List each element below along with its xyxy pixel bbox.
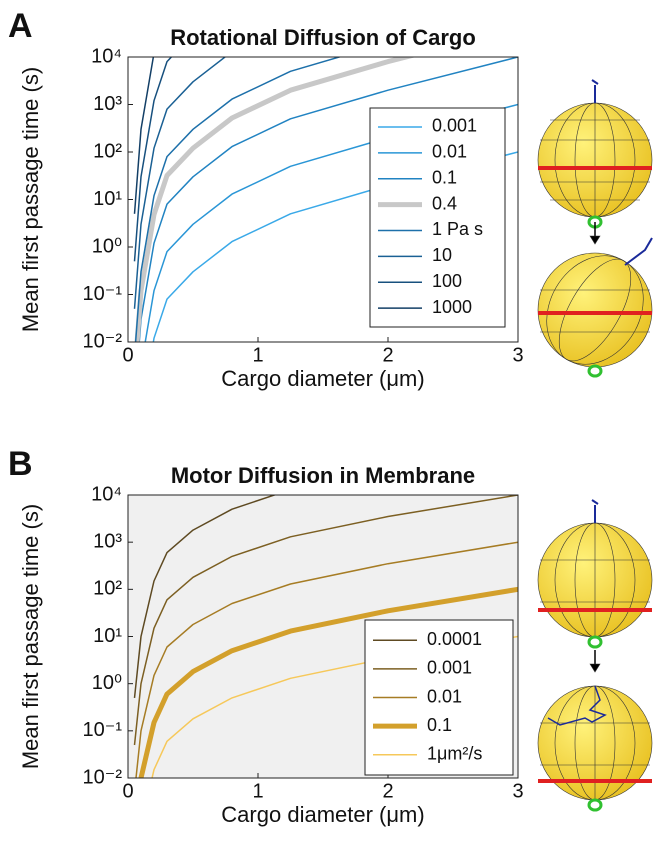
panel-label: A <box>8 7 33 45</box>
y-tick-label: 10⁰ <box>92 235 122 257</box>
chart: B Motor Diffusion in Membrane Cargo diamet… <box>8 445 524 827</box>
y-axis-label: Mean first passage time (s) <box>18 67 43 332</box>
y-tick-label: 10⁴ <box>91 483 122 505</box>
legend-label: 1 Pa s <box>432 219 483 239</box>
legend-box <box>369 107 506 328</box>
legend-label: 0.001 <box>432 116 477 136</box>
y-tick-label: 10⁴ <box>91 45 122 67</box>
legend-label: 0.1 <box>432 167 457 187</box>
chart-title: Motor Diffusion in Membrane <box>171 463 475 488</box>
chart-title: Rotational Diffusion of Cargo <box>170 25 476 50</box>
illustration-b <box>537 499 653 812</box>
y-tick-label: 10³ <box>93 530 122 552</box>
x-tick-label: 0 <box>122 344 133 366</box>
data-line <box>133 495 518 746</box>
data-line <box>138 57 518 342</box>
legend-label: 10 <box>432 245 452 265</box>
x-axis-label: Cargo diameter (μm) <box>221 366 424 391</box>
legend-label: 0.01 <box>432 142 467 162</box>
y-tick-label: 10¹ <box>93 188 122 210</box>
data-line <box>133 495 277 698</box>
legend-label: 100 <box>432 271 462 291</box>
data-line <box>135 541 518 778</box>
legend-label: 0.0001 <box>427 629 482 649</box>
legend-label: 0.001 <box>427 658 472 678</box>
y-tick-label: 10⁻² <box>83 330 123 352</box>
legend-label: 1000 <box>432 297 472 317</box>
legend-label: 1μm²/s <box>427 743 482 763</box>
chart: A Rotational Diffusion of Cargo Cargo diam… <box>8 7 524 391</box>
data-line <box>133 57 227 309</box>
data-line <box>133 57 155 214</box>
data-line <box>134 57 417 342</box>
data-line <box>152 151 518 342</box>
x-tick-label: 2 <box>382 344 393 366</box>
data-line <box>134 57 342 342</box>
y-tick-label: 10⁻¹ <box>83 719 123 741</box>
x-tick-label: 1 <box>252 780 263 802</box>
x-tick-label: 2 <box>382 780 393 802</box>
y-axis-label: Mean first passage time (s) <box>18 504 43 769</box>
x-axis-label: Cargo diameter (μm) <box>221 802 424 827</box>
panel-label: B <box>8 445 33 483</box>
y-tick-label: 10¹ <box>93 625 122 647</box>
data-line <box>151 635 518 778</box>
legend-label: 0.01 <box>427 686 462 706</box>
x-tick-label: 1 <box>252 344 263 366</box>
illustration-a <box>537 79 653 378</box>
data-line <box>133 57 173 262</box>
y-tick-label: 10² <box>93 578 122 600</box>
y-tick-label: 10² <box>93 140 122 162</box>
legend-label: 0.4 <box>432 193 457 213</box>
x-tick-label: 0 <box>122 780 133 802</box>
legend-label: 0.1 <box>427 715 452 735</box>
x-tick-label: 3 <box>512 344 523 366</box>
data-line <box>138 586 518 778</box>
y-tick-label: 10⁰ <box>92 672 122 694</box>
y-tick-label: 10⁻² <box>83 766 123 788</box>
x-tick-label: 3 <box>512 780 523 802</box>
data-line <box>144 103 518 342</box>
y-tick-label: 10³ <box>93 93 122 115</box>
y-tick-label: 10⁻¹ <box>83 283 123 305</box>
